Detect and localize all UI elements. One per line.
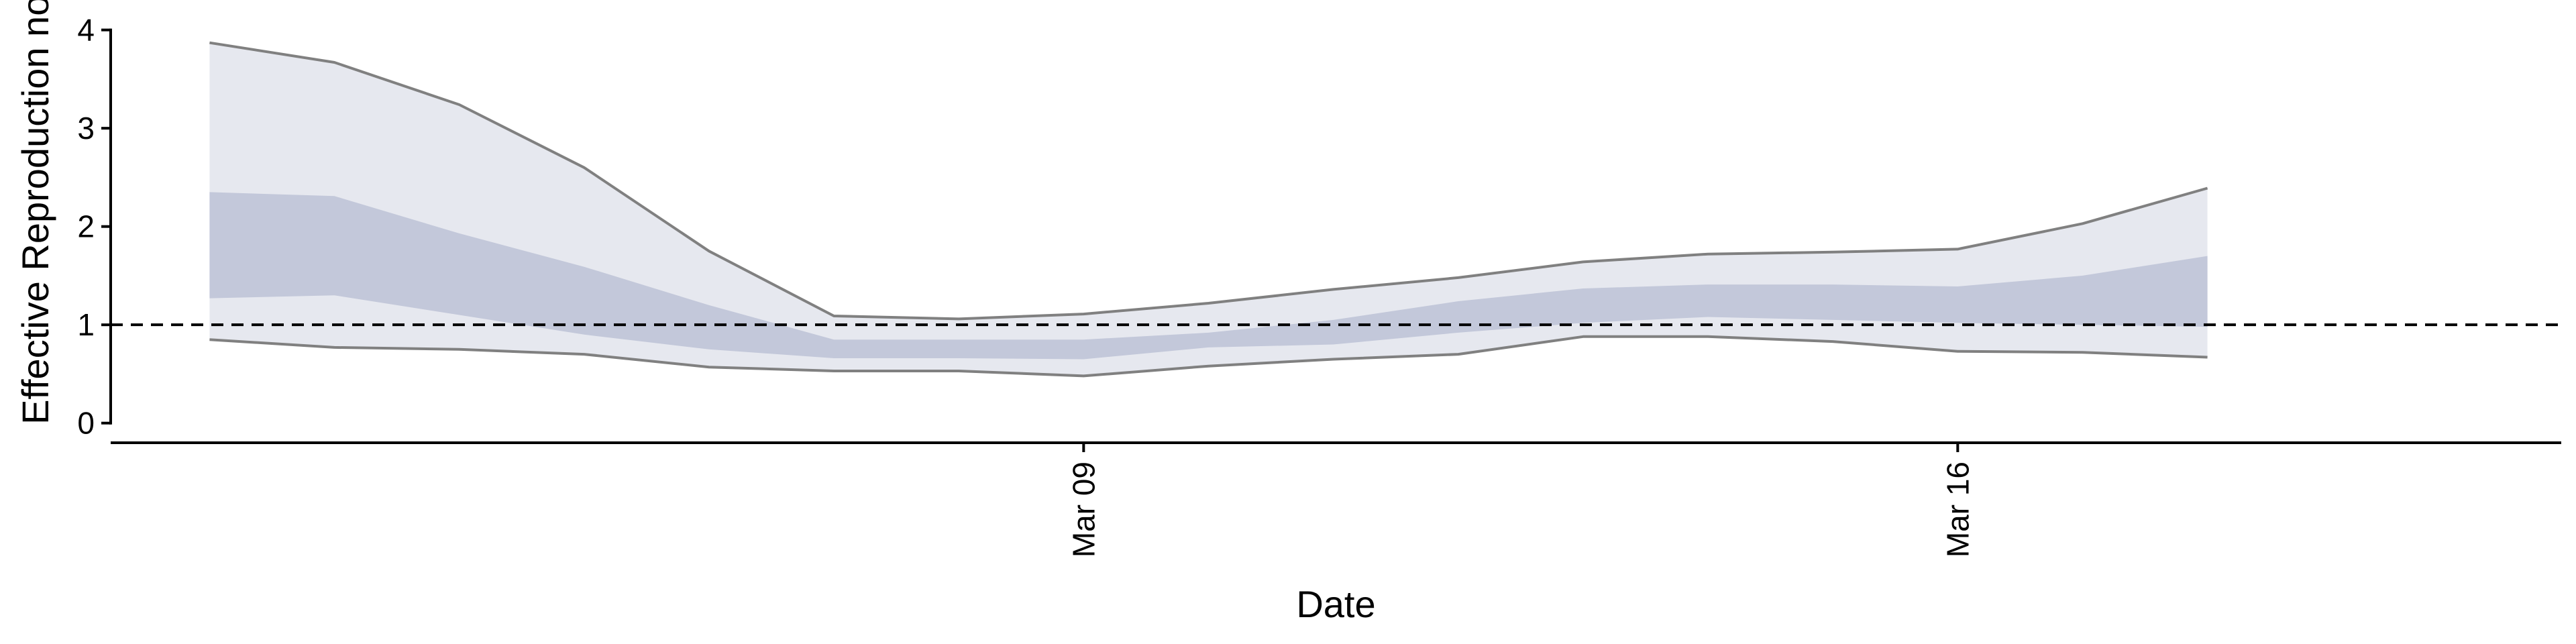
band-50-estimate xyxy=(209,192,2208,360)
y-tick-label: 4 xyxy=(77,13,95,48)
credible-interval-bands xyxy=(209,42,2208,376)
y-tick-label: 2 xyxy=(77,209,95,244)
y-axis-ticks: 0 1 2 3 4 xyxy=(77,13,111,441)
lower-bound-line-estimate xyxy=(209,335,2208,378)
x-axis-title: Date xyxy=(1296,583,1375,625)
y-tick-label: 3 xyxy=(77,111,95,146)
upper-bound-line-estimate xyxy=(209,41,2208,321)
interval-bound-lines xyxy=(209,41,2208,378)
x-tick-label: Mar 16 xyxy=(1940,462,1975,557)
axes: 0 1 2 3 4 Mar 09 Mar 16 xyxy=(77,13,2561,557)
x-tick-label: Mar 09 xyxy=(1066,462,1101,557)
y-axis-title: Effective Reproduction no. xyxy=(14,0,56,425)
plot-area xyxy=(111,41,2561,378)
x-axis-ticks: Mar 09 Mar 16 xyxy=(1066,443,1975,557)
y-tick-label: 1 xyxy=(77,307,95,342)
y-tick-label: 0 xyxy=(77,406,95,441)
